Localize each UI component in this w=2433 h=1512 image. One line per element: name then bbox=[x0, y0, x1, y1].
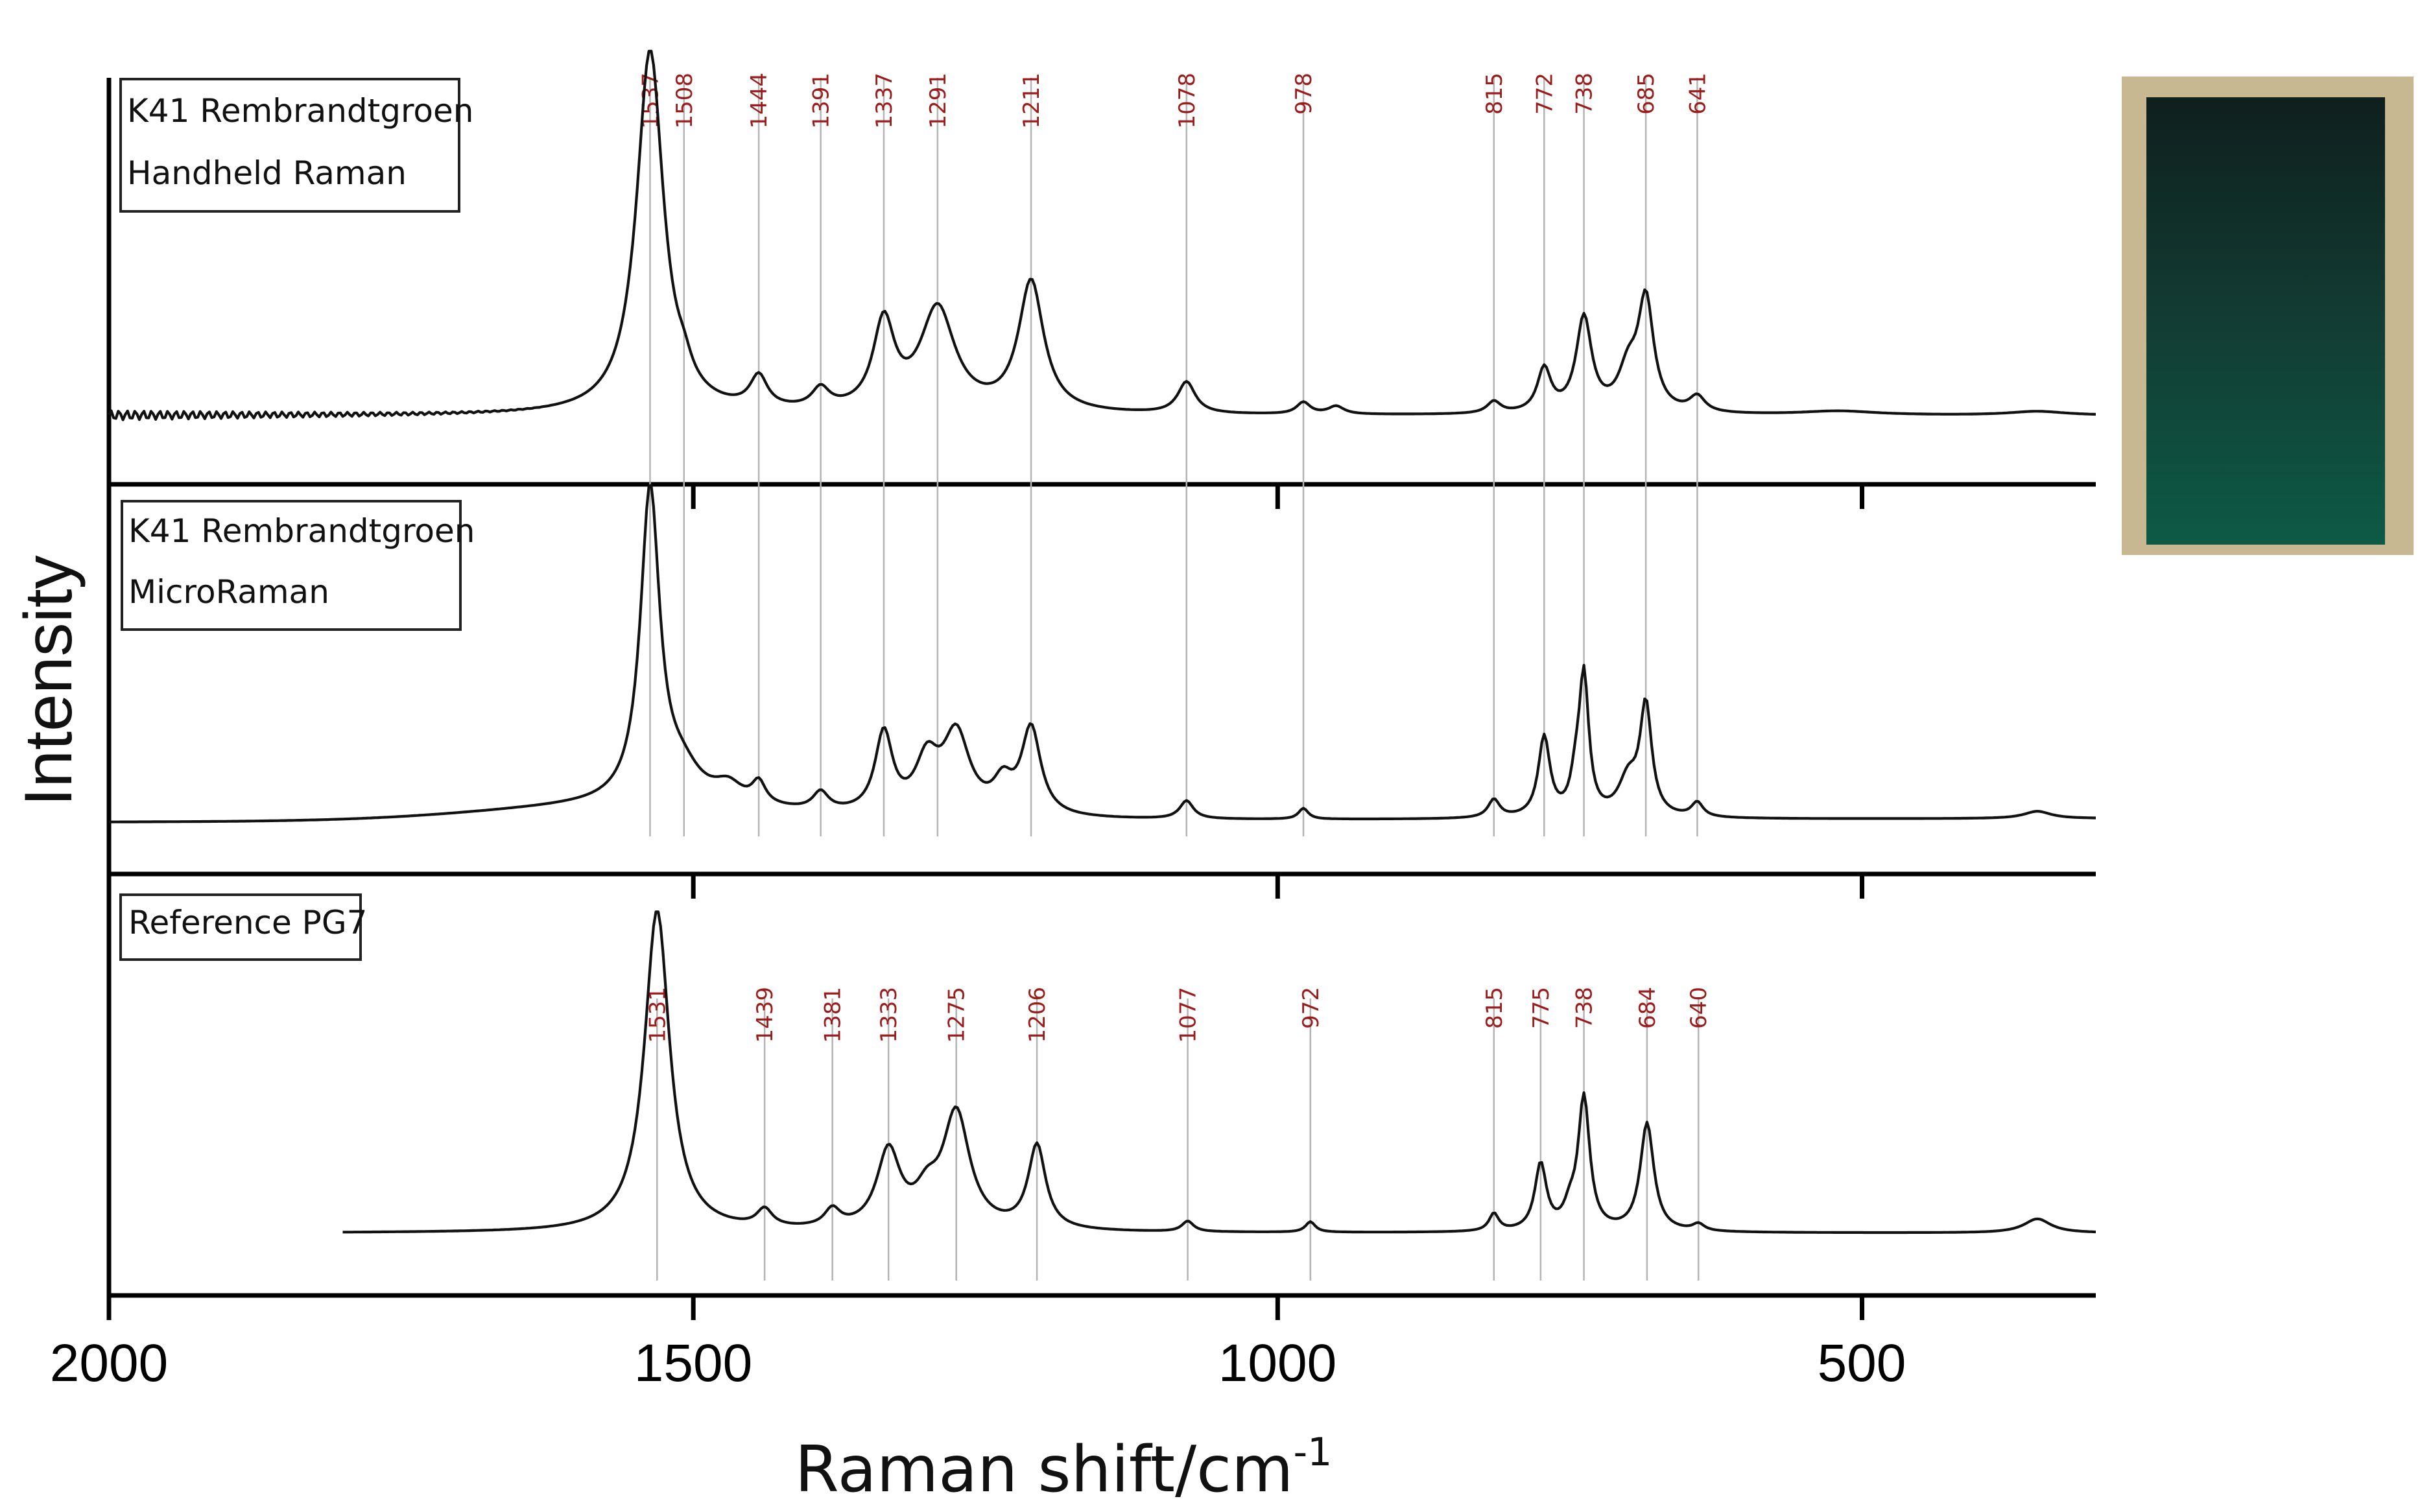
peak-label-2-1333: 1333 bbox=[876, 987, 902, 1043]
sample-swatch-photo bbox=[2122, 77, 2414, 555]
peak-label-2-775: 775 bbox=[1528, 987, 1554, 1029]
panel-label-1: K41 Rembrandtgroen Handheld Raman bbox=[119, 78, 473, 213]
y-axis-title: Intensity bbox=[11, 555, 86, 806]
peak-label-0-1337: 1337 bbox=[872, 73, 897, 129]
peak-label-2-1275: 1275 bbox=[944, 987, 970, 1043]
peak-label-0-815: 815 bbox=[1482, 73, 1508, 115]
panel-label-3-line-1: Reference PG7 bbox=[128, 904, 367, 941]
peak-label-2-1206: 1206 bbox=[1025, 987, 1050, 1043]
peak-lines bbox=[649, 78, 1700, 1281]
peak-label-2-1381: 1381 bbox=[820, 987, 846, 1043]
tick-label-1500: 1500 bbox=[634, 1334, 752, 1393]
peak-label-0-978: 978 bbox=[1291, 73, 1317, 115]
x-axis-title-sup: -1 bbox=[1293, 1430, 1332, 1475]
peak-label-0-1291: 1291 bbox=[925, 73, 951, 129]
peak-label-0-1211: 1211 bbox=[1019, 73, 1045, 129]
panel-label-1-line-1: K41 Rembrandtgroen bbox=[127, 92, 473, 130]
peak-label-2-1077: 1077 bbox=[1176, 987, 1202, 1043]
peak-label-0-1078: 1078 bbox=[1174, 73, 1200, 129]
spectra bbox=[108, 49, 2096, 1234]
x-tick-labels: 2000 1500 1000 500 bbox=[50, 1334, 1906, 1393]
panel-label-2-box bbox=[121, 500, 462, 631]
x-axis-title-main: Raman shift/cm bbox=[795, 1433, 1294, 1507]
spectrum-panel-2 bbox=[109, 484, 2096, 823]
panel-label-3: Reference PG7 bbox=[119, 893, 367, 961]
peak-label-2-972: 972 bbox=[1298, 987, 1324, 1029]
peak-label-0-738: 738 bbox=[1572, 73, 1598, 115]
tick-label-500: 500 bbox=[1818, 1334, 1906, 1393]
peak-label-0-1444: 1444 bbox=[746, 73, 772, 129]
peak-label-0-1391: 1391 bbox=[809, 73, 835, 129]
tick-label-2000: 2000 bbox=[50, 1334, 168, 1393]
panel-label-3-box bbox=[119, 893, 362, 961]
panel-label-1-line-2: Handheld Raman bbox=[127, 154, 407, 192]
peak-label-0-685: 685 bbox=[1633, 73, 1659, 115]
peak-label-0-641: 641 bbox=[1685, 73, 1711, 115]
peak-label-0-772: 772 bbox=[1532, 73, 1558, 115]
peak-label-2-640: 640 bbox=[1686, 987, 1712, 1029]
peak-label-2-1439: 1439 bbox=[752, 987, 778, 1043]
x-ticks bbox=[106, 484, 1865, 1320]
panel-label-2-line-1: K41 Rembrandtgroen bbox=[128, 512, 475, 550]
peak-label-0-1508: 1508 bbox=[672, 73, 698, 129]
peak-labels: 1537 1508 1444 1391 1337 1291 1211 1078 978 815 77… bbox=[637, 73, 1712, 1043]
spectrum-panel-3 bbox=[342, 910, 2096, 1234]
x-axis-title: Raman shift/cm-1 bbox=[795, 1430, 1333, 1507]
spectrum-panel-1 bbox=[108, 49, 2096, 421]
panel-label-1-box bbox=[119, 78, 460, 213]
peak-label-2-684: 684 bbox=[1635, 987, 1661, 1029]
swatch-paint bbox=[2146, 97, 2385, 545]
peak-label-2-815: 815 bbox=[1482, 987, 1508, 1029]
panel-label-2: K41 Rembrandtgroen MicroRaman bbox=[121, 500, 475, 631]
tick-label-1000: 1000 bbox=[1218, 1334, 1336, 1393]
panel-label-2-line-2: MicroRaman bbox=[128, 573, 329, 611]
peak-label-2-738: 738 bbox=[1572, 987, 1598, 1029]
